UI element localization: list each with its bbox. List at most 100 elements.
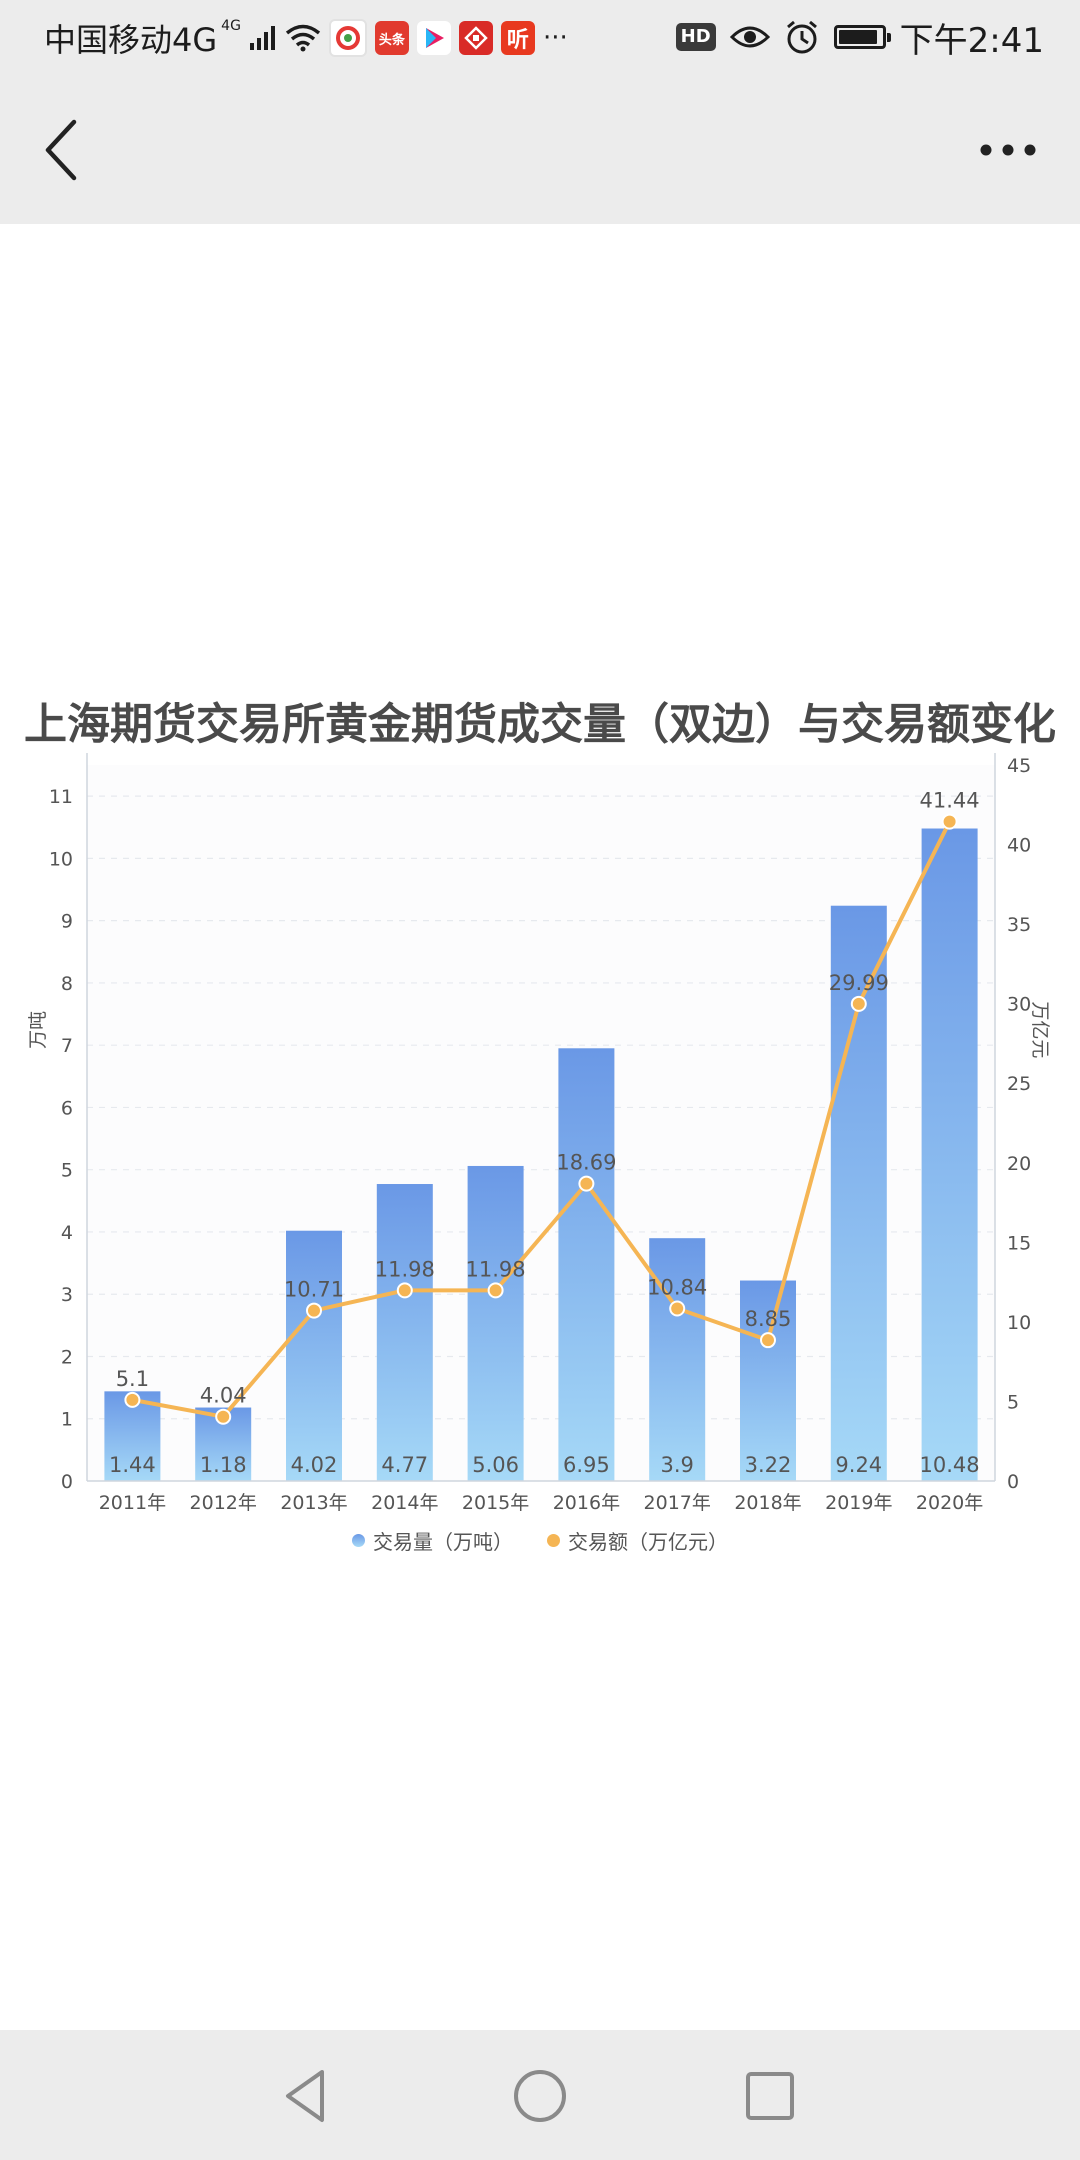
line-point[interactable] xyxy=(941,813,958,830)
circle-home-icon xyxy=(514,2070,566,2122)
system-nav-bar xyxy=(0,2030,1080,2160)
line-point[interactable] xyxy=(669,1300,686,1317)
status-left: 中国移动4G 4G 头条 听 ··· xyxy=(44,18,568,59)
eye-icon xyxy=(729,26,770,48)
legend-label-amount: 交易额（万亿元） xyxy=(568,1530,728,1554)
y-tick-label: 8 xyxy=(61,973,73,995)
line-point[interactable] xyxy=(487,1282,504,1299)
legend-item-amount[interactable]: 交易额（万亿元） xyxy=(547,1526,728,1555)
y-axis-title: 万吨 xyxy=(27,1011,49,1049)
x-tick-label: 2011年 xyxy=(99,1492,166,1514)
line-value-label: 11.98 xyxy=(466,1257,526,1281)
y2-tick-label: 45 xyxy=(1007,755,1031,777)
line-point[interactable] xyxy=(850,995,867,1012)
youku-icon xyxy=(416,21,451,55)
line-point[interactable] xyxy=(760,1332,776,1349)
signal-icon xyxy=(249,26,275,50)
line-value-label: 29.99 xyxy=(829,971,889,995)
more-options-button[interactable] xyxy=(976,128,1040,172)
line-point[interactable] xyxy=(306,1302,322,1319)
y-tick-label: 4 xyxy=(61,1222,73,1244)
bar-value-label: 6.95 xyxy=(563,1453,610,1477)
back-button[interactable] xyxy=(34,112,94,188)
chart-svg: 1.44 1.18 4.02 4.77 5.06 6.95 3.9 3.22 9.24 10.48… xyxy=(27,753,1051,1514)
y-tick-label: 7 xyxy=(61,1035,73,1057)
top-nav-bar xyxy=(0,76,1080,224)
y2-tick-label: 30 xyxy=(1007,994,1031,1016)
bar[interactable] xyxy=(649,1238,706,1481)
nav-home-button[interactable] xyxy=(508,2064,572,2128)
x-tick-label: 2017年 xyxy=(644,1492,711,1514)
bar-value-label: 3.22 xyxy=(745,1453,792,1477)
legend-dot-volume xyxy=(352,1534,365,1547)
y2-tick-label: 40 xyxy=(1007,835,1031,857)
line-series-amount xyxy=(132,820,952,1419)
bar[interactable] xyxy=(286,1230,342,1481)
y2-tick-label: 25 xyxy=(1007,1073,1031,1095)
x-tick-label: 2013年 xyxy=(280,1492,347,1514)
nav-recents-button[interactable] xyxy=(738,2064,802,2128)
y2-tick-label: 5 xyxy=(1007,1391,1019,1413)
clock-time: 下午2:41 xyxy=(899,20,1044,61)
back-chevron-icon xyxy=(45,119,77,181)
legend-item-volume[interactable]: 交易量（万吨） xyxy=(352,1526,513,1555)
line-point[interactable] xyxy=(396,1282,413,1299)
x-tick-label: 2016年 xyxy=(553,1492,620,1514)
x-tick-label: 2020年 xyxy=(916,1492,983,1514)
line-point[interactable] xyxy=(124,1391,141,1408)
bar[interactable] xyxy=(467,1165,524,1481)
bar[interactable] xyxy=(921,828,978,1481)
more-notifications-icon: ··· xyxy=(542,23,568,53)
alarm-icon xyxy=(786,20,817,54)
bar-value-label: 10.48 xyxy=(920,1453,980,1477)
y-tick-label: 3 xyxy=(61,1284,73,1306)
x-tick-label: 2015年 xyxy=(462,1492,529,1514)
line-value-label: 5.1 xyxy=(116,1367,149,1391)
toutiao-icon: 头条 xyxy=(374,21,409,55)
bar-value-label: 1.44 xyxy=(109,1453,156,1477)
line-point[interactable] xyxy=(215,1408,232,1425)
bar-value-label: 1.18 xyxy=(200,1453,247,1477)
line-value-label: 10.71 xyxy=(284,1278,344,1302)
y2-tick-label: 35 xyxy=(1007,914,1031,936)
y2-tick-label: 20 xyxy=(1007,1153,1031,1175)
qq-browser-icon xyxy=(328,19,367,57)
y-tick-label: 1 xyxy=(61,1409,73,1431)
line-value-label: 8.85 xyxy=(745,1307,792,1331)
bar-value-label: 4.02 xyxy=(291,1453,338,1477)
status-bar: 中国移动4G 4G 头条 听 ··· HD xyxy=(0,0,1080,76)
line-value-label: 10.84 xyxy=(647,1276,707,1300)
line-value-label: 11.98 xyxy=(375,1257,435,1281)
bar-value-label: 9.24 xyxy=(835,1453,882,1477)
carrier-label: 中国移动4G xyxy=(44,21,218,59)
x-tick-label: 2014年 xyxy=(371,1492,438,1514)
bar[interactable] xyxy=(558,1048,615,1481)
y2-tick-label: 10 xyxy=(1007,1312,1031,1334)
y2-axis-title: 万亿元 xyxy=(1029,1001,1051,1058)
bar-value-label: 3.9 xyxy=(660,1453,693,1477)
bar[interactable] xyxy=(376,1184,433,1481)
y-tick-label: 11 xyxy=(49,786,73,808)
y2-tick-label: 0 xyxy=(1007,1471,1019,1493)
nav-back-button[interactable] xyxy=(276,2064,340,2128)
listen-app-icon: 听 xyxy=(500,21,535,55)
line-value-label: 41.44 xyxy=(920,789,980,813)
y-tick-label: 0 xyxy=(61,1471,73,1493)
square-recents-icon xyxy=(746,2072,794,2120)
chart-title: 上海期货交易所黄金期货成交量（双边）与交易额变化 xyxy=(24,700,1056,750)
hd-badge: HD xyxy=(675,23,716,51)
news-app-icon xyxy=(458,21,493,55)
triangle-back-icon xyxy=(286,2070,324,2122)
more-dots-icon xyxy=(980,144,1036,156)
y-tick-label: 6 xyxy=(61,1097,73,1119)
bar-value-label: 5.06 xyxy=(472,1453,519,1477)
line-value-label: 4.04 xyxy=(200,1384,247,1408)
network-type-label: 4G xyxy=(221,18,241,34)
y-tick-label: 5 xyxy=(61,1160,73,1182)
y2-tick-label: 15 xyxy=(1007,1232,1031,1254)
bar[interactable] xyxy=(740,1280,796,1481)
line-point[interactable] xyxy=(578,1175,595,1192)
wifi-icon xyxy=(285,24,321,52)
y-tick-label: 10 xyxy=(49,848,73,870)
status-right: HD 下午2:41 xyxy=(675,14,1044,61)
